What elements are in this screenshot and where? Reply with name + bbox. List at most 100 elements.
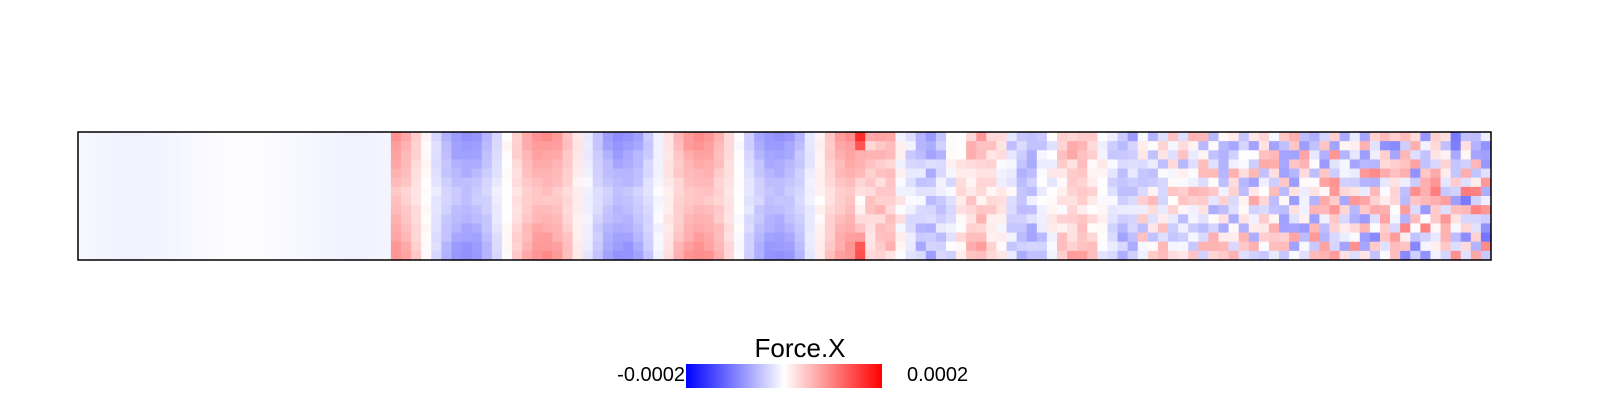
- heatmap-cell: [1107, 196, 1119, 206]
- heatmap-cell: [400, 186, 412, 197]
- heatmap-cell: [330, 241, 342, 252]
- heatmap-cell: [1137, 205, 1149, 215]
- heatmap-cell: [209, 223, 220, 234]
- heatmap-cell: [259, 214, 271, 225]
- heatmap-cell: [511, 177, 523, 188]
- heatmap-cell: [481, 250, 493, 261]
- heatmap-cell: [471, 196, 483, 206]
- heatmap-cell: [1410, 150, 1421, 161]
- heatmap-cell: [118, 232, 130, 243]
- heatmap-cell: [1430, 250, 1442, 261]
- heatmap-cell: [1440, 150, 1452, 161]
- heatmap-cell: [249, 132, 261, 142]
- heatmap-cell: [774, 214, 786, 225]
- heatmap-cell: [542, 241, 553, 252]
- heatmap-cell: [471, 141, 483, 151]
- heatmap-cell: [824, 159, 836, 170]
- heatmap-cell: [1410, 214, 1421, 225]
- heatmap-cell: [178, 168, 190, 179]
- heatmap-cell: [602, 223, 614, 234]
- heatmap-cell: [1359, 205, 1371, 215]
- heatmap-cell: [1127, 223, 1139, 234]
- heatmap-cell: [754, 177, 765, 188]
- heatmap-cell: [451, 141, 463, 151]
- heatmap-cell: [441, 196, 453, 206]
- heatmap-cell: [905, 141, 917, 151]
- heatmap-cell: [1400, 205, 1411, 215]
- heatmap-cell: [723, 141, 735, 151]
- heatmap-cell: [713, 241, 725, 252]
- heatmap-cell: [300, 186, 311, 197]
- heatmap-cell: [189, 250, 200, 261]
- heatmap-cell: [219, 132, 230, 142]
- heatmap-cell: [471, 150, 483, 161]
- heatmap-cell: [602, 132, 614, 142]
- heatmap-cell: [1188, 159, 1199, 170]
- heatmap-cell: [764, 241, 775, 252]
- heatmap-cell: [1107, 168, 1119, 179]
- heatmap-cell: [1258, 132, 1270, 142]
- heatmap-cell: [1400, 150, 1411, 161]
- heatmap-cell: [431, 223, 442, 234]
- heatmap-cell: [723, 196, 735, 206]
- heatmap-cell: [1218, 159, 1230, 170]
- heatmap-cell: [1067, 241, 1078, 252]
- heatmap-cell: [1299, 150, 1310, 161]
- heatmap-cell: [905, 177, 917, 188]
- heatmap-cell: [673, 241, 685, 252]
- heatmap-cell: [1450, 168, 1462, 179]
- heatmap-cell: [522, 214, 533, 225]
- heatmap-cell: [774, 232, 786, 243]
- heatmap-cell: [845, 196, 856, 206]
- heatmap-cell: [653, 241, 664, 252]
- heatmap-cell: [360, 141, 372, 151]
- heatmap-cell: [148, 205, 160, 215]
- heatmap-cell: [562, 196, 574, 206]
- heatmap-cell: [915, 150, 927, 161]
- heatmap-cell: [249, 196, 261, 206]
- heatmap-cell: [855, 223, 866, 234]
- heatmap-cell: [976, 159, 987, 170]
- heatmap-cell: [219, 232, 230, 243]
- heatmap-cell: [199, 214, 210, 225]
- heatmap-cell: [128, 214, 140, 225]
- heatmap-cell: [522, 196, 533, 206]
- heatmap-cell: [481, 186, 493, 197]
- heatmap-cell: [380, 186, 392, 197]
- heatmap-cell: [663, 223, 675, 234]
- heatmap-cell: [1036, 168, 1048, 179]
- heatmap-cell: [532, 223, 543, 234]
- heatmap-cell: [824, 186, 836, 197]
- heatmap-cell: [88, 141, 99, 151]
- heatmap-cell: [1238, 141, 1250, 151]
- heatmap-cell: [138, 150, 150, 161]
- heatmap-cell: [945, 150, 957, 161]
- heatmap-cell: [1410, 196, 1421, 206]
- heatmap-cell: [1289, 159, 1300, 170]
- heatmap-cell: [219, 241, 230, 252]
- heatmap-cell: [189, 214, 200, 225]
- heatmap-cell: [189, 150, 200, 161]
- heatmap-cell: [451, 186, 463, 197]
- heatmap-cell: [885, 214, 897, 225]
- heatmap-cell: [1168, 241, 1179, 252]
- heatmap-cell: [138, 205, 150, 215]
- heatmap-cell: [552, 223, 564, 234]
- heatmap-cell: [945, 168, 957, 179]
- heatmap-cell: [1218, 141, 1230, 151]
- heatmap-cell: [1349, 205, 1361, 215]
- heatmap-cell: [1218, 241, 1230, 252]
- heatmap-cell: [1057, 150, 1068, 161]
- heatmap-cell: [865, 141, 876, 151]
- heatmap-cell: [189, 241, 200, 252]
- colorbar-min-label: -0.0002: [617, 364, 685, 386]
- heatmap-cell: [1087, 196, 1098, 206]
- heatmap-cell: [1036, 150, 1048, 161]
- heatmap-cell: [552, 132, 564, 142]
- heatmap-cell: [1319, 159, 1331, 170]
- heatmap-cell: [1339, 150, 1351, 161]
- heatmap-cell: [1188, 232, 1199, 243]
- heatmap-cell: [925, 232, 937, 243]
- heatmap-cell: [1390, 223, 1401, 234]
- heatmap-cell: [824, 232, 836, 243]
